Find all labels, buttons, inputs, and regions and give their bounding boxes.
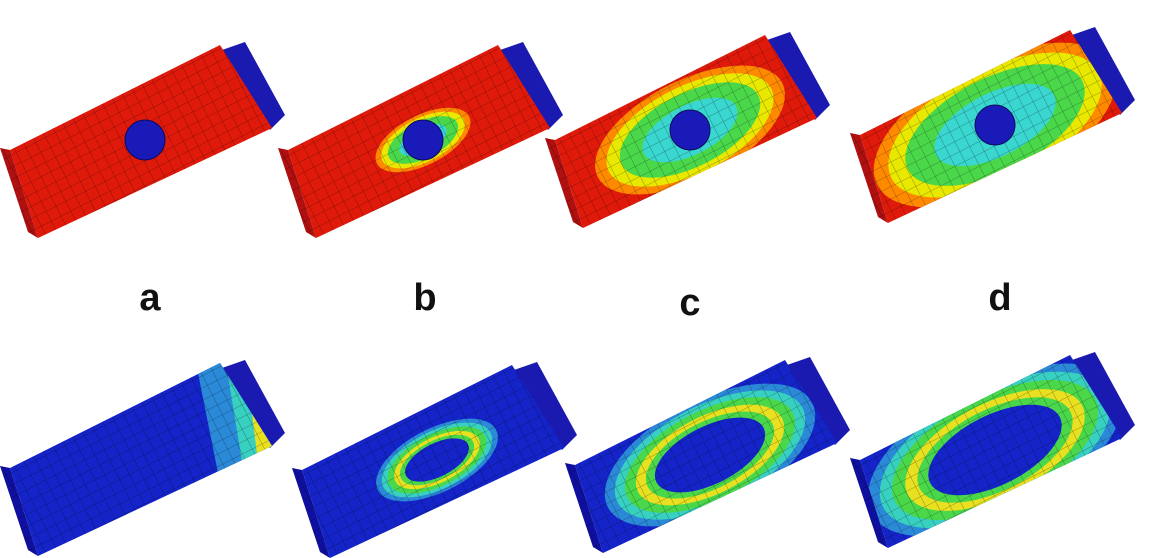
mesh — [10, 363, 272, 556]
hole — [975, 105, 1015, 145]
panel-label: a — [139, 277, 161, 319]
panel-label: b — [413, 277, 436, 319]
panel-label: d — [988, 277, 1011, 319]
fem-block — [0, 358, 300, 558]
panel-label: c — [679, 282, 700, 324]
fem-block — [0, 42, 285, 238]
fem-block — [841, 328, 1149, 558]
mesh — [302, 365, 564, 558]
hole — [670, 110, 710, 150]
figure: a b c d — [0, 0, 1158, 558]
hole — [403, 120, 443, 160]
fem-block — [278, 42, 563, 238]
mesh — [575, 360, 837, 553]
fem-block — [292, 362, 577, 558]
fem-block — [565, 354, 850, 556]
hole — [125, 120, 165, 160]
fem-block — [545, 32, 830, 228]
fem-block — [848, 9, 1141, 242]
mesh — [860, 355, 1122, 548]
